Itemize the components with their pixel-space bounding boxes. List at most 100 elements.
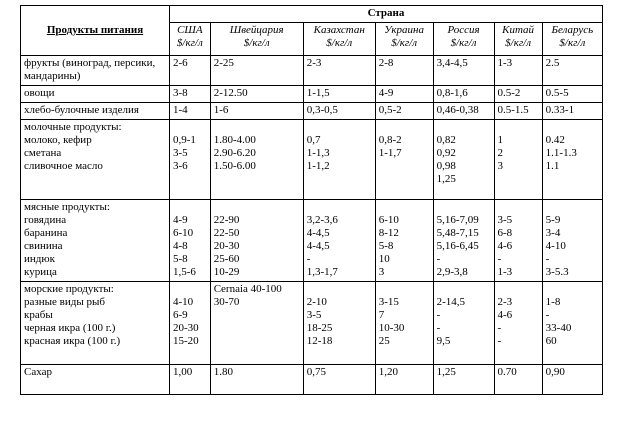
value-cell: 1-4 [169, 102, 211, 120]
value-cell: 1,00 [169, 364, 211, 395]
value-line: 2-25 [213, 57, 234, 69]
label-line: овощи [24, 87, 55, 99]
value-line: 0,98 [436, 160, 456, 172]
country-cell: Россия $/кг/л [432, 22, 495, 56]
value-cell: 2-6 [169, 55, 211, 86]
product-header: Продукты питания [20, 5, 170, 56]
table-row: хлебо-булочные изделия 1-4 1-6 0,3-0,5 0,5-2… [20, 102, 604, 120]
value-line: 0.42 [545, 134, 565, 146]
value-cell: 0.5-1.5 [493, 102, 543, 120]
value-line: Cernaia 40-100 [213, 283, 282, 295]
label-line: разные виды рыб [24, 296, 105, 308]
value-line: 5,48-7,15 [436, 227, 479, 239]
value-line: 0,8-2 [378, 134, 402, 146]
label-line: говядина [24, 214, 67, 226]
value-line: 3,4-4,5 [436, 57, 468, 69]
value-line: 3-6 [173, 160, 188, 172]
value-line: 4-9 [173, 214, 188, 226]
value-cell: 0,46-0,38 [432, 102, 495, 120]
label-line: черная икра (100 г.) [24, 322, 116, 334]
country-cell: Китай $/кг/л [493, 22, 543, 56]
value-line: 3 [378, 266, 385, 278]
value-line: 4-10 [545, 240, 566, 252]
value-line: 0,8-1,6 [436, 87, 468, 99]
table-row: молочные продукты: молоко, кефир сметана сл… [20, 119, 604, 200]
value-line: 3-5.3 [545, 266, 569, 278]
label-line: морские продукты: [24, 283, 114, 295]
country-header: Страна [169, 5, 603, 23]
value-line: 3-5 [497, 214, 513, 226]
country-cell: Казахстан $/кг/л [302, 22, 376, 56]
value-line: 5,16-7,09 [436, 214, 479, 226]
value-line: 1.80 [213, 366, 233, 378]
value-line: 60 [545, 335, 557, 347]
value-line: 1-1,3 [306, 147, 330, 159]
table-row: овощи 3-8 2-12.50 1-1,5 4-9 0,8-1,6 0.5-2 0.5-5 [20, 85, 604, 103]
value-cell: 3-8 [169, 85, 211, 103]
value-line: - [436, 309, 441, 321]
table-row: мясные продукты: говядина баранина свинина и… [20, 199, 604, 282]
value-line: 1-1,5 [306, 87, 330, 99]
value-line: 3,2-3,6 [306, 214, 338, 226]
value-line: 5,16-6,45 [436, 240, 479, 252]
value-line: 6-9 [173, 309, 188, 321]
value-cell: 4-9 6-10 4-8 5-8 1,5-6 [169, 199, 211, 282]
value-line: 1.1-1.3 [545, 147, 577, 159]
value-line: 1-4 [173, 104, 188, 116]
value-cell: 0,90 [541, 364, 604, 395]
country-cell: Украина $/кг/л [374, 22, 434, 56]
value-cell: 0.70 [493, 364, 543, 395]
country-name: Казахстан [313, 24, 365, 36]
value-line: - [497, 253, 502, 265]
row-label: молочные продукты: молоко, кефир сметана сл… [20, 119, 170, 200]
table-row: фрукты (виноград, персики, мандарины) 2-6… [20, 55, 604, 86]
value-line: 25-60 [213, 253, 240, 265]
value-cell: 0,5-2 [374, 102, 434, 120]
value-line: 2-12.50 [213, 87, 248, 99]
value-line: 5-8 [378, 240, 394, 252]
value-line: 3-5 [173, 147, 188, 159]
label-line: индюк [24, 253, 55, 265]
label-line: сметана [24, 147, 62, 159]
value-cell: 6-10 8-12 5-8 10 3 [374, 199, 434, 282]
label-line: молоко, кефир [24, 134, 92, 146]
value-line: 3 [497, 160, 504, 172]
value-line: 1-8 [545, 296, 561, 308]
value-line: - [497, 335, 502, 347]
country-unit: $/кг/л [326, 37, 353, 49]
value-cell: 2-3 [302, 55, 376, 86]
value-line: 2.90-6.20 [213, 147, 256, 159]
table-row: Сахар 1,00 1.80 0,75 1,20 1,25 0.70 0,90 [20, 364, 604, 395]
value-line: 20-30 [173, 322, 199, 334]
value-line: 2-3 [497, 296, 513, 308]
row-label: овощи [20, 85, 170, 103]
country-name: Швейцария [229, 24, 284, 36]
value-line: 1,25 [436, 173, 456, 185]
value-line: - [545, 253, 550, 265]
value-line: 0,82 [436, 134, 456, 146]
value-cell: 5-9 3-4 4-10-3-5.3 [541, 199, 604, 282]
value-line: 9,5 [436, 335, 451, 347]
value-cell: 4-10 6-9 20-30 15-20 [169, 281, 211, 365]
value-line: 1.50-6.00 [213, 160, 256, 172]
value-line: 25 [378, 335, 390, 347]
country-cell: США $/кг/л [169, 22, 211, 56]
value-line: 0,90 [545, 366, 565, 378]
value-line: 3-5 [306, 309, 322, 321]
countries-row: США $/кг/л Швейцария $/кг/л Казахстан $/кг/л У… [21, 22, 604, 56]
country-name: Россия [447, 24, 480, 36]
country-unit: $/кг/л [176, 37, 203, 49]
value-cell: 0,7 1-1,3 1-1,2 [302, 119, 376, 200]
label-line: Сахар [24, 366, 52, 378]
country-name: Беларусь [551, 24, 594, 36]
value-line: - [545, 309, 550, 321]
value-line: 1,00 [173, 366, 193, 378]
row-label: мясные продукты: говядина баранина свинина и… [20, 199, 170, 282]
value-cell: 1,20 [374, 364, 434, 395]
value-line: 1-3 [497, 57, 513, 69]
value-cell: 1-6 [209, 102, 304, 120]
country-cell: Швейцария $/кг/л [209, 22, 304, 56]
value-line: 3-4 [545, 227, 561, 239]
